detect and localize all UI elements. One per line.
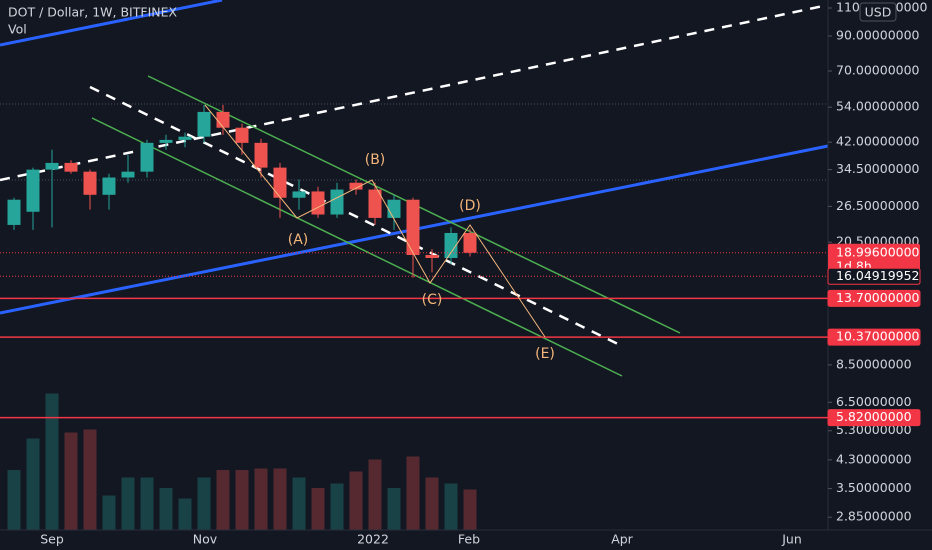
y-tick-label: 4.30000000 xyxy=(836,451,912,466)
candle-body xyxy=(83,171,97,195)
candle-body xyxy=(330,189,344,215)
volume-bar xyxy=(368,459,382,530)
y-tick-label: 6.50000000 xyxy=(836,394,912,409)
trend-line xyxy=(89,85,621,347)
volume-bar xyxy=(140,477,154,530)
candle-body xyxy=(311,191,325,215)
y-tick-label: 2.85000000 xyxy=(836,509,912,524)
wave-label: (D) xyxy=(459,198,481,214)
y-tick-label: 90.00000000 xyxy=(836,27,920,42)
volume-bar xyxy=(26,438,40,530)
candle-body xyxy=(178,136,192,140)
candle-body xyxy=(444,232,458,259)
trend-line xyxy=(0,3,829,182)
volume-bar xyxy=(121,477,135,530)
candle-body xyxy=(64,162,78,172)
axis: 110.0000000090.0000000070.0000000054.000… xyxy=(40,0,927,547)
y-tick-label: 8.50000000 xyxy=(836,356,912,371)
volume-bar xyxy=(7,470,21,530)
volume-bar xyxy=(425,477,439,530)
price-label-box xyxy=(827,328,921,346)
price-label-box xyxy=(827,289,921,307)
y-tick-label: 26.50000000 xyxy=(836,198,920,213)
x-tick-label: Sep xyxy=(40,532,64,547)
y-tick-label: 34.50000000 xyxy=(836,161,920,176)
candle-body xyxy=(273,167,287,198)
candle-body xyxy=(368,189,382,218)
candle-body xyxy=(349,182,363,190)
candle-body xyxy=(102,177,116,195)
price-label: 18.99600000 xyxy=(836,244,920,259)
y-tick-label: 3.50000000 xyxy=(836,480,912,495)
wave-path xyxy=(204,104,546,338)
candle-body xyxy=(292,191,306,198)
price-label: 5.82000000 xyxy=(836,409,912,424)
candle-body xyxy=(26,169,40,212)
candle-body xyxy=(387,199,401,218)
volume-bar xyxy=(197,477,211,530)
volume-bar xyxy=(273,468,287,530)
volume-bar xyxy=(159,488,173,530)
y-tick-label: 70.00000000 xyxy=(836,63,920,78)
drawings xyxy=(0,0,829,377)
candle-body xyxy=(463,232,477,253)
candle-body xyxy=(197,111,211,137)
wave-label: (C) xyxy=(422,292,443,308)
candle-body xyxy=(425,254,439,259)
price-label-box xyxy=(827,409,921,427)
volume-bar xyxy=(235,470,249,530)
x-tick-label: Apr xyxy=(611,532,633,547)
price-label: 10.37000000 xyxy=(836,329,920,344)
volume-bar xyxy=(349,471,363,530)
y-tick-label: 42.00000000 xyxy=(836,134,920,149)
candle-body xyxy=(140,142,154,172)
volume-label: Vol xyxy=(8,22,27,37)
marks xyxy=(0,104,828,530)
volume-bar xyxy=(45,393,59,530)
wave-label: (E) xyxy=(535,346,555,362)
currency[interactable]: USD xyxy=(865,5,892,20)
volume-bar xyxy=(387,488,401,530)
price-label-box xyxy=(827,267,921,285)
volume-bar xyxy=(463,489,477,530)
volume-bar xyxy=(216,470,230,530)
candle-body xyxy=(235,127,249,143)
price-label: 13.70000000 xyxy=(836,290,920,305)
volume-bar xyxy=(311,488,325,530)
x-tick-label: Nov xyxy=(193,532,218,547)
currency-box[interactable] xyxy=(859,2,897,22)
x-tick-label: Jun xyxy=(781,532,802,547)
candle-body xyxy=(216,111,230,128)
volume-bar xyxy=(406,456,420,530)
channel-line xyxy=(91,117,623,377)
candle-body xyxy=(45,162,59,170)
y-tick-label: 54.00000000 xyxy=(836,99,920,114)
candle-body xyxy=(406,199,420,255)
wave-label: (A) xyxy=(288,232,309,248)
x-tick-label: Feb xyxy=(458,532,480,547)
price-label: 16.04919952 xyxy=(836,268,920,283)
volume-bar xyxy=(64,432,78,530)
candle-body xyxy=(7,199,21,225)
wave-label: (B) xyxy=(365,152,386,168)
candle-body xyxy=(121,171,135,178)
x-tick-label: 2022 xyxy=(357,532,389,547)
volume-bar xyxy=(444,483,458,530)
volume-bar xyxy=(83,429,97,530)
trend-line xyxy=(0,0,223,47)
chart-title: DOT / Dollar, 1W, BITFINEX xyxy=(8,5,178,20)
price-label-box xyxy=(828,243,920,274)
candle-body xyxy=(159,139,173,143)
volume-bar xyxy=(102,495,116,530)
volume-bar xyxy=(254,468,268,530)
candle-body xyxy=(254,142,268,168)
volume-bar xyxy=(178,498,192,530)
volume-bar xyxy=(330,483,344,530)
volume-bar xyxy=(292,477,306,530)
